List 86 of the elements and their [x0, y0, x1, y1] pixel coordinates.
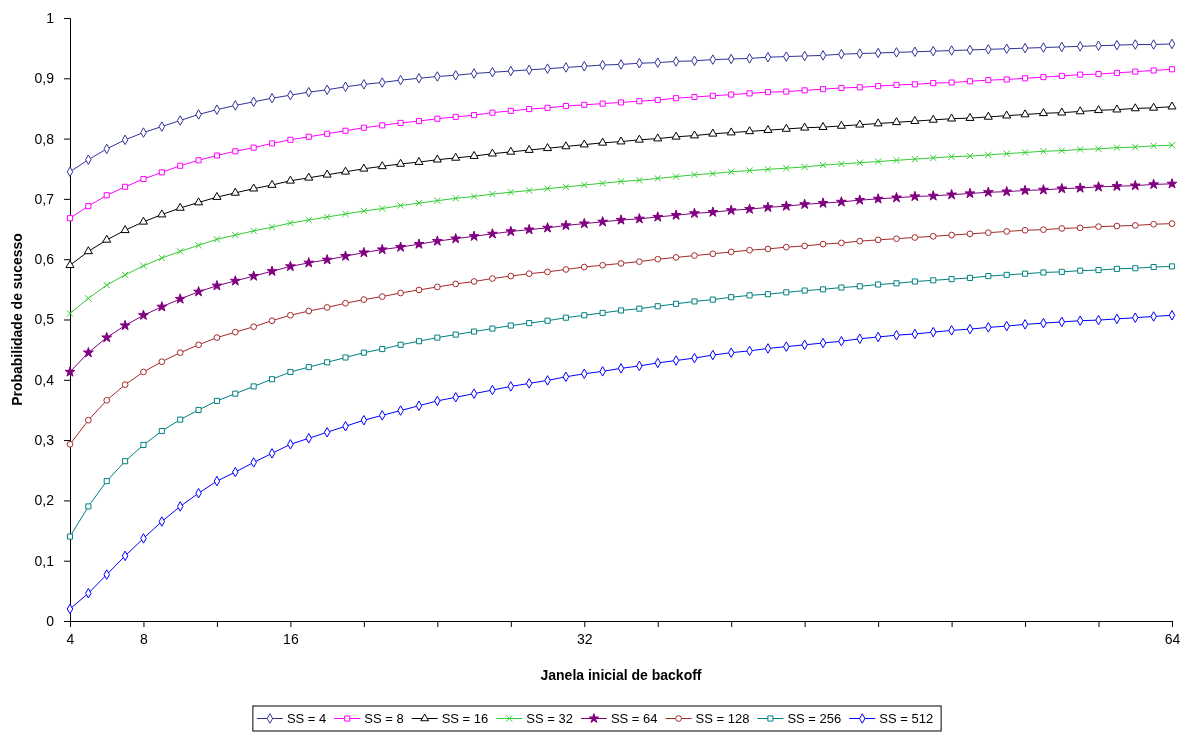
- y-tick-label: 0,7: [34, 190, 55, 207]
- point: [1002, 110, 1012, 119]
- point: [359, 163, 369, 172]
- point: [1094, 105, 1104, 114]
- point: [322, 169, 332, 178]
- point: [1149, 102, 1159, 111]
- point: [855, 119, 865, 128]
- point: [1020, 109, 1030, 118]
- point: [873, 118, 883, 127]
- legend-label: SS = 256: [787, 711, 842, 726]
- point: [212, 191, 222, 200]
- point: [396, 158, 406, 167]
- legend-label: SS = 128: [695, 711, 750, 726]
- legend-label: SS = 16: [441, 711, 489, 726]
- point: [763, 125, 773, 133]
- point: [543, 143, 553, 152]
- y-tick-label: 0,1: [34, 552, 55, 569]
- y-tick-label: 0,5: [34, 311, 55, 328]
- point: [634, 134, 644, 143]
- point: [157, 209, 167, 218]
- point: [910, 115, 920, 124]
- y-tick-label: 0: [46, 612, 55, 629]
- point: [598, 137, 608, 146]
- point: [1038, 108, 1048, 117]
- point: [285, 175, 295, 184]
- x-tick-label: 16: [283, 631, 299, 647]
- y-tick-label: 0,3: [34, 432, 55, 449]
- point: [781, 123, 791, 132]
- y-tick-label: 0,6: [34, 251, 55, 268]
- point: [267, 179, 277, 188]
- point: [1075, 106, 1085, 115]
- y-tick-label: 0,9: [34, 70, 55, 87]
- legend-label: SS = 4: [286, 711, 327, 726]
- x-tick-label: 64: [1164, 631, 1181, 647]
- point: [230, 187, 240, 196]
- point: [194, 197, 204, 206]
- y-tick-label: 1: [46, 9, 55, 26]
- point: [689, 130, 699, 139]
- point: [1167, 101, 1177, 110]
- point: [506, 146, 516, 155]
- point: [708, 128, 718, 137]
- point: [947, 113, 957, 122]
- point: [83, 246, 93, 255]
- point: [561, 141, 571, 150]
- point: [487, 148, 497, 157]
- point: [340, 166, 351, 175]
- legend-label: SS = 64: [610, 711, 658, 726]
- point: [579, 139, 589, 148]
- point: [653, 133, 663, 142]
- point: [836, 120, 846, 129]
- point: [175, 202, 185, 211]
- point: [671, 131, 681, 140]
- point: [818, 122, 828, 130]
- x-tick-label: 32: [576, 631, 593, 647]
- point: [928, 114, 938, 123]
- point: [304, 172, 314, 181]
- legend-label: SS = 8: [364, 711, 404, 726]
- point: [414, 156, 424, 165]
- point: [377, 161, 387, 170]
- point: [745, 126, 755, 135]
- point: [616, 136, 626, 145]
- point: [249, 183, 259, 192]
- legend-label: SS = 512: [879, 711, 934, 726]
- point: [138, 216, 148, 225]
- y-tick-label: 0,8: [34, 130, 55, 147]
- point: [451, 152, 461, 161]
- point: [1057, 107, 1067, 116]
- point: [726, 127, 736, 136]
- point: [432, 154, 442, 163]
- point: [1130, 103, 1140, 112]
- point: [469, 150, 479, 159]
- point: [102, 234, 112, 243]
- x-tick-label: 4: [66, 631, 75, 647]
- legend-label: SS = 32: [526, 711, 573, 726]
- x-axis-title: Janela inicial de backoff: [540, 667, 702, 683]
- point: [800, 122, 810, 131]
- point: [120, 225, 130, 234]
- point: [1112, 104, 1122, 113]
- y-axis-title: Probabilidade de sucesso: [9, 233, 25, 406]
- x-tick-label: 8: [140, 631, 149, 647]
- point: [524, 144, 534, 153]
- point: [983, 111, 993, 120]
- y-tick-label: 0,4: [34, 371, 55, 388]
- y-tick-label: 0,2: [34, 492, 55, 509]
- point: [891, 117, 902, 126]
- point: [965, 112, 975, 121]
